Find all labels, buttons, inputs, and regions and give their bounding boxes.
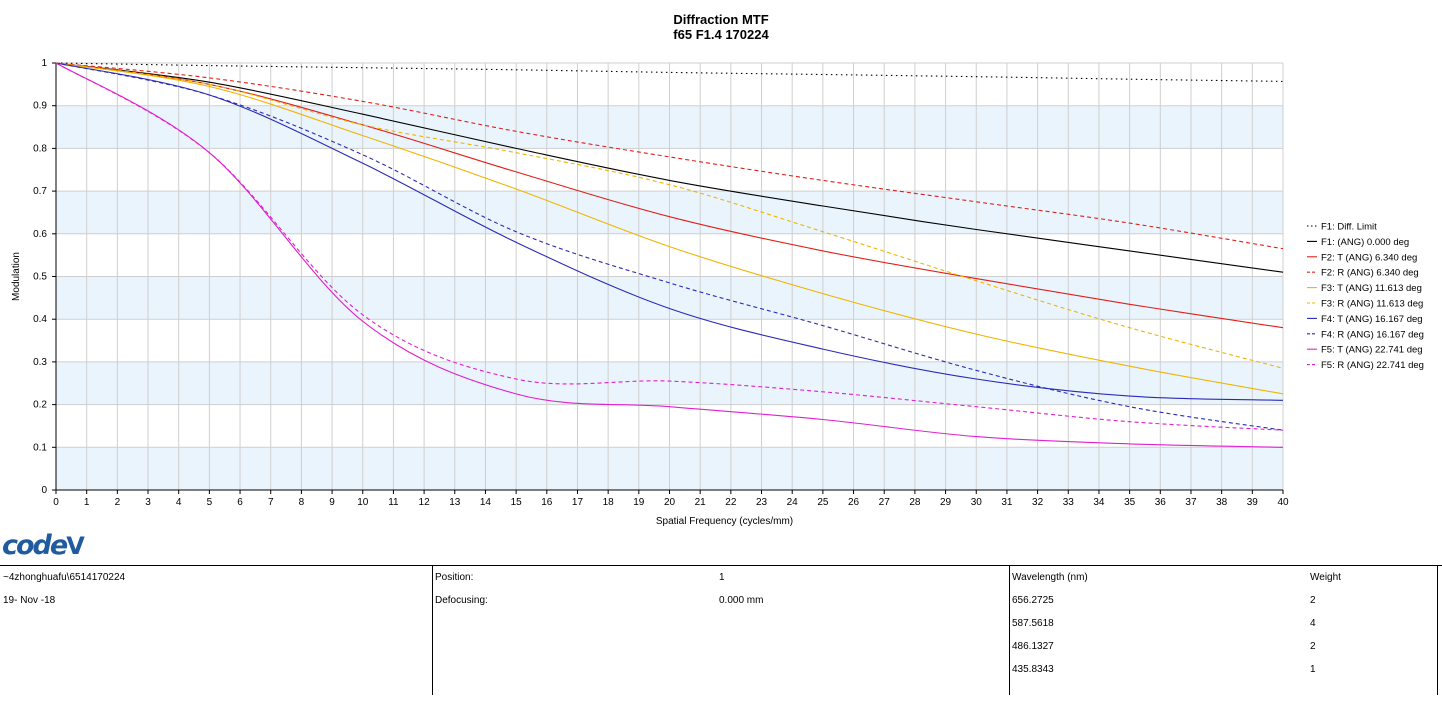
- code-v-logo: codeV: [2, 530, 85, 561]
- x-tick-label: 38: [1216, 497, 1228, 508]
- x-tick-label: 18: [603, 497, 615, 508]
- weight-value: 1: [1310, 664, 1316, 675]
- y-tick-label: 0.4: [33, 314, 47, 325]
- x-tick-label: 23: [756, 497, 768, 508]
- legend-entry: F5: R (ANG) 22.741 deg: [1321, 360, 1424, 371]
- wavelength-header: Wavelength (nm): [1012, 572, 1088, 583]
- x-tick-label: 27: [879, 497, 891, 508]
- defocusing-value: 0.000 mm: [719, 595, 764, 606]
- x-tick-label: 6: [237, 497, 243, 508]
- y-tick-label: 0.7: [33, 186, 47, 197]
- x-tick-label: 9: [329, 497, 335, 508]
- x-tick-label: 37: [1185, 497, 1197, 508]
- legend-entry: F3: R (ANG) 11.613 deg: [1321, 299, 1423, 310]
- y-tick-label: 1: [41, 58, 47, 69]
- x-tick-label: 29: [940, 497, 952, 508]
- weight-value: 2: [1310, 595, 1316, 606]
- x-tick-label: 0: [53, 497, 59, 508]
- x-tick-label: 19: [633, 497, 645, 508]
- position-label: Position:: [435, 572, 474, 583]
- x-tick-label: 20: [664, 497, 676, 508]
- y-tick-label: 0.1: [33, 442, 47, 453]
- y-tick-label: 0.3: [33, 357, 47, 368]
- y-axis-label: Modulation: [11, 252, 22, 301]
- legend-entry: F4: T (ANG) 16.167 deg: [1321, 314, 1423, 325]
- series-line: [55, 62, 1284, 273]
- x-tick-label: 40: [1277, 497, 1289, 508]
- x-tick-label: 16: [541, 497, 553, 508]
- series-line: [55, 62, 1284, 448]
- x-tick-label: 14: [480, 497, 492, 508]
- x-tick-label: 31: [1001, 497, 1013, 508]
- wavelength-value: 656.2725: [1012, 595, 1054, 606]
- wavelength-value: 587.5618: [1012, 618, 1054, 629]
- x-tick-label: 10: [357, 497, 369, 508]
- x-tick-label: 26: [848, 497, 860, 508]
- report-date: 19- Nov -18: [3, 595, 56, 606]
- y-tick-label: 0.8: [33, 143, 47, 154]
- chart-subtitle: f65 F1.4 170224: [673, 27, 769, 42]
- y-tick-label: 0: [41, 485, 47, 496]
- x-tick-label: 15: [511, 497, 523, 508]
- series-line: [55, 62, 1284, 82]
- y-tick-label: 0.9: [33, 101, 47, 112]
- weight-value: 2: [1310, 641, 1316, 652]
- series-line: [55, 62, 1284, 250]
- legend-entry: F2: T (ANG) 6.340 deg: [1321, 252, 1417, 263]
- x-tick-label: 30: [971, 497, 983, 508]
- x-tick-label: 36: [1155, 497, 1167, 508]
- footer-divider-1: [432, 565, 433, 695]
- x-tick-label: 33: [1063, 497, 1075, 508]
- x-tick-label: 8: [299, 497, 305, 508]
- x-tick-label: 32: [1032, 497, 1044, 508]
- x-tick-label: 11: [388, 497, 399, 508]
- series-line: [55, 62, 1284, 329]
- y-tick-label: 0.5: [33, 272, 47, 283]
- series-line: [55, 62, 1284, 401]
- defocusing-label: Defocusing:: [435, 595, 488, 606]
- series-line: [55, 62, 1284, 431]
- x-tick-label: 17: [572, 497, 584, 508]
- x-tick-label: 4: [176, 497, 182, 508]
- mtf-chart: 0 1 2 3 4 5 6 7 8 9 10 11 12 13 14 15 16 17 18 19 20 21 22 23 24…: [11, 58, 1424, 527]
- y-tick-label: 0.2: [33, 400, 47, 411]
- legend-entry: F3: T (ANG) 11.613 deg: [1321, 283, 1422, 294]
- x-tick-label: 13: [449, 497, 461, 508]
- x-tick-label: 25: [817, 497, 829, 508]
- footer-divider-2: [1009, 565, 1010, 695]
- legend-entry: F2: R (ANG) 6.340 deg: [1321, 268, 1419, 279]
- wavelength-value: 435.8343: [1012, 664, 1054, 675]
- series-line: [55, 62, 1284, 369]
- position-value: 1: [719, 572, 725, 583]
- x-tick-label: 28: [909, 497, 921, 508]
- x-tick-label: 24: [787, 497, 799, 508]
- x-tick-label: 22: [725, 497, 737, 508]
- x-axis-label: Spatial Frequency (cycles/mm): [656, 516, 793, 527]
- series-line: [55, 62, 1284, 395]
- legend-entry: F1: (ANG) 0.000 deg: [1321, 237, 1409, 248]
- x-tick-label: 39: [1247, 497, 1259, 508]
- weight-value: 4: [1310, 618, 1316, 629]
- chart-title: Diffraction MTF: [673, 12, 769, 27]
- x-tick-label: 3: [145, 497, 151, 508]
- legend-entry: F5: T (ANG) 22.741 deg: [1321, 345, 1423, 356]
- footer-right-border: [1437, 565, 1438, 695]
- wavelength-value: 486.1327: [1012, 641, 1054, 652]
- file-path: ~4zhonghuafu\6514170224: [3, 572, 126, 583]
- x-tick-label: 5: [207, 497, 213, 508]
- weight-header: Weight: [1310, 572, 1341, 583]
- legend-entry: F1: Diff. Limit: [1321, 222, 1377, 233]
- series-line: [55, 62, 1284, 431]
- x-tick-label: 1: [84, 497, 90, 508]
- x-tick-label: 12: [419, 497, 431, 508]
- legend-entry: F4: R (ANG) 16.167 deg: [1321, 329, 1424, 340]
- x-tick-label: 7: [268, 497, 274, 508]
- x-tick-label: 21: [695, 497, 707, 508]
- footer-top-border: [0, 565, 1442, 566]
- x-tick-label: 2: [115, 497, 121, 508]
- y-tick-label: 0.6: [33, 229, 47, 240]
- x-tick-label: 34: [1093, 497, 1105, 508]
- x-tick-label: 35: [1124, 497, 1136, 508]
